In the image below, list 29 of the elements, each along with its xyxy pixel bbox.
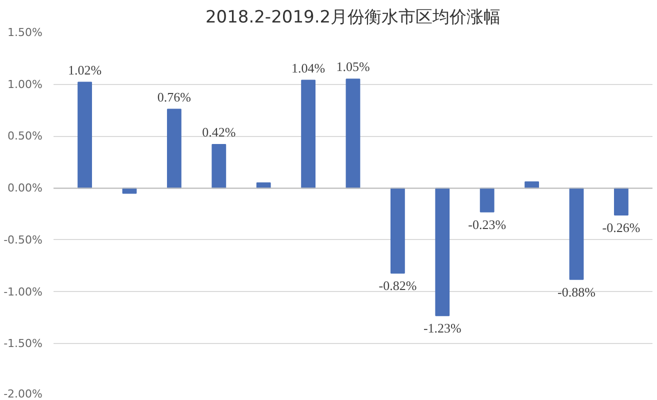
y-tick-label: 0.50% xyxy=(8,130,43,143)
bar xyxy=(78,82,92,189)
y-tick-label: -2.00% xyxy=(4,388,43,400)
data-label: -0.88% xyxy=(558,284,596,300)
y-tick-label: 1.50% xyxy=(8,26,43,39)
bar xyxy=(212,144,226,189)
y-tick-label: -0.50% xyxy=(4,233,43,246)
data-label: -0.23% xyxy=(468,216,506,232)
data-label: 0.42% xyxy=(202,124,236,140)
chart-title: 2018.2-2019.2月份衡水市区均价涨幅 xyxy=(205,8,501,28)
bar xyxy=(166,108,182,189)
data-label: 1.05% xyxy=(336,59,370,74)
data-label: 1.04% xyxy=(292,60,326,76)
y-tick-label: -1.50% xyxy=(4,337,43,350)
bar xyxy=(480,188,494,212)
data-label: 0.76% xyxy=(157,89,192,104)
y-tick-label: -1.00% xyxy=(4,285,43,298)
y-tick-label: 0.00% xyxy=(8,182,43,195)
data-label: 1.02% xyxy=(68,62,102,78)
bar xyxy=(569,188,584,280)
bar xyxy=(435,188,450,316)
data-label: -1.23% xyxy=(423,320,462,336)
bar xyxy=(390,188,405,274)
bar xyxy=(301,80,316,189)
data-label: -0.82% xyxy=(378,278,417,294)
data-label: -0.26% xyxy=(602,220,640,235)
y-tick-label: 1.00% xyxy=(8,78,43,91)
bar xyxy=(614,188,628,216)
bar xyxy=(346,78,360,189)
